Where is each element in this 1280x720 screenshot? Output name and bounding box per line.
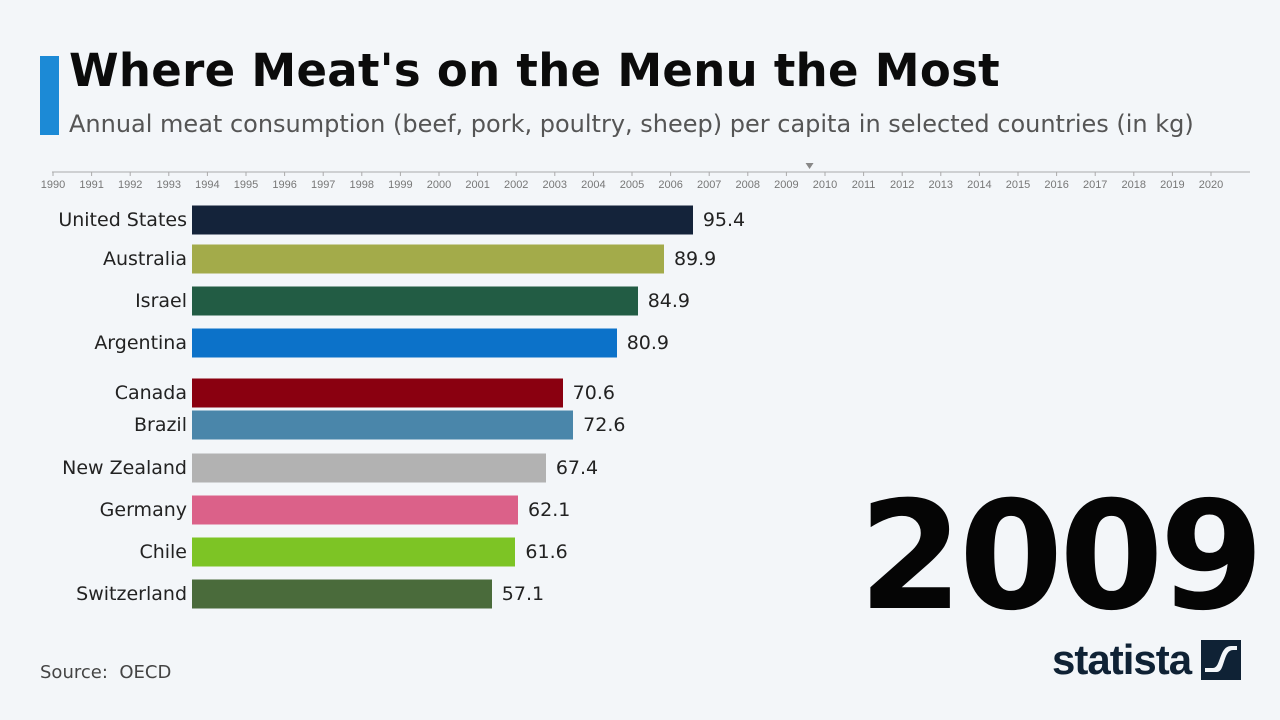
timeline-year-label: 2020 <box>1199 179 1223 191</box>
chart-title: Where Meat's on the Menu the Most <box>69 44 1000 97</box>
timeline-year-label: 1992 <box>118 179 142 191</box>
timeline-year-label: 1991 <box>79 179 103 191</box>
timeline-year-label: 2014 <box>967 179 991 191</box>
timeline-year-label: 2000 <box>427 179 451 191</box>
bar-label: Germany <box>99 499 187 521</box>
bar <box>192 495 519 525</box>
bar <box>192 286 638 316</box>
bar <box>192 579 492 609</box>
bar <box>192 537 516 567</box>
bar-value-label: 80.9 <box>626 332 670 354</box>
bar-value-label: 72.6 <box>583 414 626 436</box>
bar-label: Canada <box>114 382 187 404</box>
timeline-year-label: 2018 <box>1122 179 1146 191</box>
timeline-year-label: 1998 <box>350 179 374 191</box>
timeline-year-label: 1990 <box>41 179 65 191</box>
bar-label: Chile <box>139 541 187 563</box>
bar-value-label: 89.9 <box>673 248 717 270</box>
bar-value-label: 84.9 <box>647 290 691 312</box>
timeline-year-label: 2016 <box>1044 179 1068 191</box>
source: Source: OECD <box>40 662 171 683</box>
timeline-marker-icon[interactable] <box>805 163 814 169</box>
timeline-year-label: 2010 <box>813 179 837 191</box>
bar-label: Argentina <box>94 332 187 354</box>
bar-value-label: 57.1 <box>501 583 545 605</box>
bar-label: Israel <box>135 290 187 312</box>
timeline-year-label: 1996 <box>272 179 296 191</box>
bar <box>192 244 664 274</box>
bar <box>192 378 563 408</box>
bar-value-label: 67.4 <box>555 457 599 479</box>
statista-logo-icon <box>1201 640 1242 680</box>
bar-label: Switzerland <box>76 583 187 605</box>
source-value: OECD <box>119 662 172 683</box>
source-label: Source: <box>40 662 108 683</box>
timeline-year-label: 2003 <box>543 179 567 191</box>
timeline-year-label: 2011 <box>852 179 876 191</box>
bar <box>192 453 546 483</box>
year-timeline[interactable]: 1990 1991 1992 1993 1994 1995 1996 1997 1998 1999… <box>0 150 1280 195</box>
bar-value-label: 61.6 <box>525 541 568 563</box>
timeline-year-label: 2015 <box>1006 179 1030 191</box>
bar-value-label: 70.6 <box>572 382 615 404</box>
timeline-year-label: 2013 <box>929 179 953 191</box>
bar <box>192 205 693 235</box>
timeline-year-label: 2004 <box>581 179 605 191</box>
current-year: 2009 <box>858 470 1264 644</box>
bar-label: United States <box>58 209 187 231</box>
bar-value-label: 62.1 <box>528 499 571 521</box>
brand-name: statista <box>1052 636 1192 683</box>
timeline-year-label: 2017 <box>1083 179 1107 191</box>
timeline-year-label: 1994 <box>195 179 219 191</box>
bar <box>192 328 617 358</box>
chart-subtitle: Annual meat consumption (beef, pork, pou… <box>69 110 1194 138</box>
timeline-year-label: 2005 <box>620 179 644 191</box>
timeline-year-label: 1999 <box>388 179 412 191</box>
timeline-year-label: 2007 <box>697 179 721 191</box>
timeline-year-label: 1997 <box>311 179 335 191</box>
bar <box>192 410 574 440</box>
timeline-year-label: 2001 <box>465 179 489 191</box>
timeline-year-label: 2002 <box>504 179 528 191</box>
title-accent-bar <box>40 56 59 135</box>
bar-value-label: 95.4 <box>702 209 746 231</box>
bar-label: Brazil <box>133 414 187 436</box>
timeline-year-label: 2008 <box>736 179 760 191</box>
timeline-year-label: 2012 <box>890 179 914 191</box>
bar-label: New Zealand <box>62 457 187 479</box>
timeline-year-label: 1995 <box>234 179 258 191</box>
bar-label: Australia <box>102 248 187 270</box>
timeline-year-label: 2006 <box>658 179 682 191</box>
statista-logo: statista <box>1052 636 1242 684</box>
timeline-year-label: 1993 <box>157 179 181 191</box>
timeline-year-label: 2019 <box>1160 179 1184 191</box>
timeline-year-label: 2009 <box>774 179 798 191</box>
